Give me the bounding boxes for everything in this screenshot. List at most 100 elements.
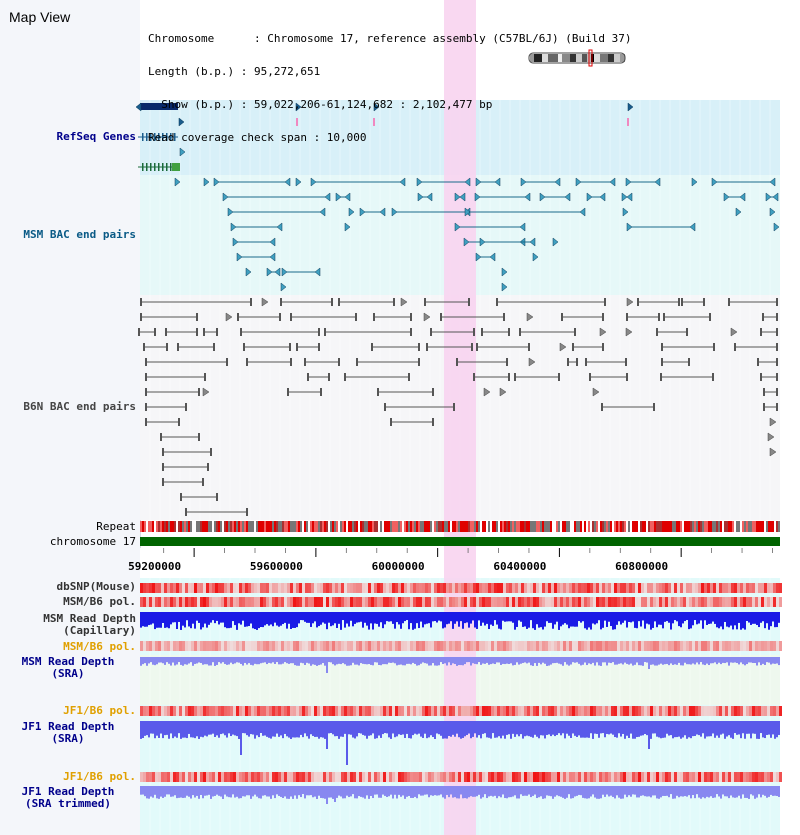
msm-depth-capillary-bar [652,612,654,628]
msm-depth-capillary-bar [588,612,590,628]
msm-b6-pol-cell [161,597,164,607]
repeat-element [246,521,248,532]
jf1-depth-sra-bar [476,721,478,738]
msm-depth-capillary-bar [560,612,562,627]
dbsnp-cell [293,583,296,593]
track-label-msm-depth-sra[interactable]: MSM Read Depth (SRA) [0,656,136,680]
repeat-element [156,521,158,532]
bac-end-marker [678,298,680,306]
dbsnp-cell [284,583,287,593]
repeat-element [430,521,432,532]
msm-b6-pol-cell [386,597,389,607]
msm-bac-end-marker [174,177,181,187]
jf1-b6-pol-cell [503,706,506,716]
repeat-element [210,521,212,532]
jf1-b6-pol-cell [416,706,419,716]
msm-depth-sra-bar [206,657,208,665]
msm-depth-capillary-bar [178,612,180,622]
track-label-jf1-b6-pol-trimmed[interactable]: JF1/B6 pol. [63,770,136,783]
repeat-element [624,521,626,532]
repeat-element [506,521,508,532]
repeat-element [656,521,658,532]
repeat-element [644,521,646,532]
msm-depth-sra-bar [198,657,200,663]
msm-b6-pol-sra-cell [362,641,365,651]
jf1-depth-trimmed-bar [406,786,408,797]
msm-b6-pol-cell [143,597,146,607]
track-label-b6n-bac[interactable]: B6N BAC end pairs [23,400,136,413]
msm-b6-pol-cell [293,597,296,607]
bac-end-marker [290,313,292,321]
jf1-depth-trimmed-bar [286,786,288,799]
msm-depth-sra-bar [778,657,780,666]
msm-depth-sra-bar [654,657,656,666]
jf1-depth-trimmed-bar [444,786,446,799]
jf1-depth-trimmed-bar [378,786,380,798]
jf1-depth-sra-bar [162,721,164,739]
track-label-jf1-depth-sra[interactable]: JF1 Read Depth (SRA) [0,721,136,745]
msm-depth-capillary-bar [266,612,268,625]
jf1-b6-pol-trimmed-cell [464,772,467,782]
jf1-depth-trimmed-bar [474,786,476,797]
msm-b6-pol-cell [542,597,545,607]
jf1-b6-pol-cell [230,706,233,716]
jf1-depth-sra-bar [656,721,658,737]
jf1-b6-pol-cell [158,706,161,716]
msm-depth-sra-bar [566,657,568,665]
dbsnp-cell [725,583,728,593]
track-label-msm-b6-pol[interactable]: MSM/B6 pol. [63,595,136,608]
track-label-jf1-depth-trimmed[interactable]: JF1 Read Depth (SRA trimmed) [0,786,136,810]
jf1-depth-trimmed-bar [628,786,630,796]
jf1-depth-sra-bar [458,721,460,738]
msm-b6-pol-cell [335,597,338,607]
jf1-depth-sra-bar [650,721,652,739]
jf1-b6-pol-trimmed-cell [317,772,320,782]
dbsnp-cell [491,583,494,593]
ideogram-band [620,54,625,62]
dbsnp-cell [425,583,428,593]
jf1-depth-sra-bar [642,721,644,736]
jf1-b6-pol-trimmed-cell [197,772,200,782]
track-label-jf1-b6-pol[interactable]: JF1/B6 pol. [63,704,136,717]
b6n-bac-end-marker [767,432,775,442]
repeat-element [520,521,522,532]
msm-b6-pol-sra-cell [605,641,608,651]
jf1-depth-trimmed-bar [410,786,412,798]
bac-end-marker [453,403,455,411]
msm-bac-end-marker [245,267,252,277]
jf1-depth-trimmed-bar [256,786,258,797]
msm-b6-pol-cell [716,597,719,607]
jf1-depth-trimmed-bar [616,786,618,796]
jf1-b6-pol-cell [443,706,446,716]
msm-b6-pol-sra-cell [680,641,683,651]
track-label-dbsnp[interactable]: dbSNP(Mouse) [56,580,136,593]
jf1-depth-trimmed-bar [620,786,622,799]
track-label-repeat[interactable]: Repeat [96,520,136,533]
repeat-element [442,521,444,532]
msm-b6-pol-cell [536,597,539,607]
gene-feature [373,118,375,126]
msm-b6-pol-sra-cell [383,641,386,651]
msm-depth-capillary-bar [748,612,750,623]
jf1-depth-sra-bar [154,721,156,739]
jf1-depth-sra-bar [578,721,580,736]
repeat-element [606,521,608,532]
msm-b6-pol-sra-cell [566,641,569,651]
track-label-msm-bac[interactable]: MSM BAC end pairs [23,228,136,241]
msm-depth-capillary-bar [222,612,224,623]
repeat-element [418,521,420,532]
repeat-element [576,521,578,532]
bac-end-marker [203,328,205,336]
msm-depth-sra-bar [768,657,770,663]
jf1-depth-trimmed-bar [630,786,632,797]
ideogram-band [534,54,542,62]
track-label-msm-b6-pol-sra[interactable]: MSM/B6 pol. [63,640,136,653]
track-label-refseq[interactable]: RefSeq Genes [56,130,136,143]
msm-depth-sra-bar [452,657,454,664]
msm-b6-pol-cell [332,597,335,607]
jf1-depth-sra-bar [510,721,512,739]
track-label-msm-depth-capillary[interactable]: MSM Read Depth (Capillary) [0,613,136,637]
jf1-depth-trimmed-bar [374,786,376,795]
msm-depth-sra-bar [704,657,706,666]
